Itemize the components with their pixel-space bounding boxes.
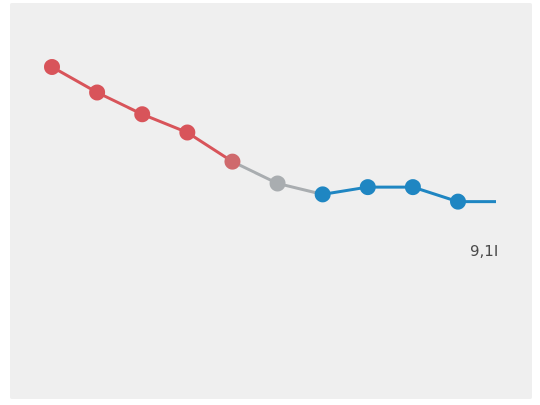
data-point	[44, 58, 60, 75]
data-point	[359, 179, 376, 196]
line-segment	[140, 112, 189, 134]
line-segment	[95, 90, 144, 116]
data-point	[134, 106, 151, 123]
data-point	[314, 186, 331, 203]
line-segment	[185, 130, 234, 164]
data-points	[44, 58, 466, 210]
data-point	[450, 193, 466, 210]
data-point	[179, 124, 196, 141]
end-value-label: 9,1I	[470, 242, 498, 260]
data-point	[404, 179, 421, 196]
chart-background	[10, 3, 532, 399]
line-segments	[50, 65, 460, 204]
line-segment	[230, 160, 280, 185]
line-segment	[50, 65, 99, 94]
data-point	[89, 84, 106, 101]
data-point	[224, 153, 241, 170]
data-point	[269, 175, 286, 192]
